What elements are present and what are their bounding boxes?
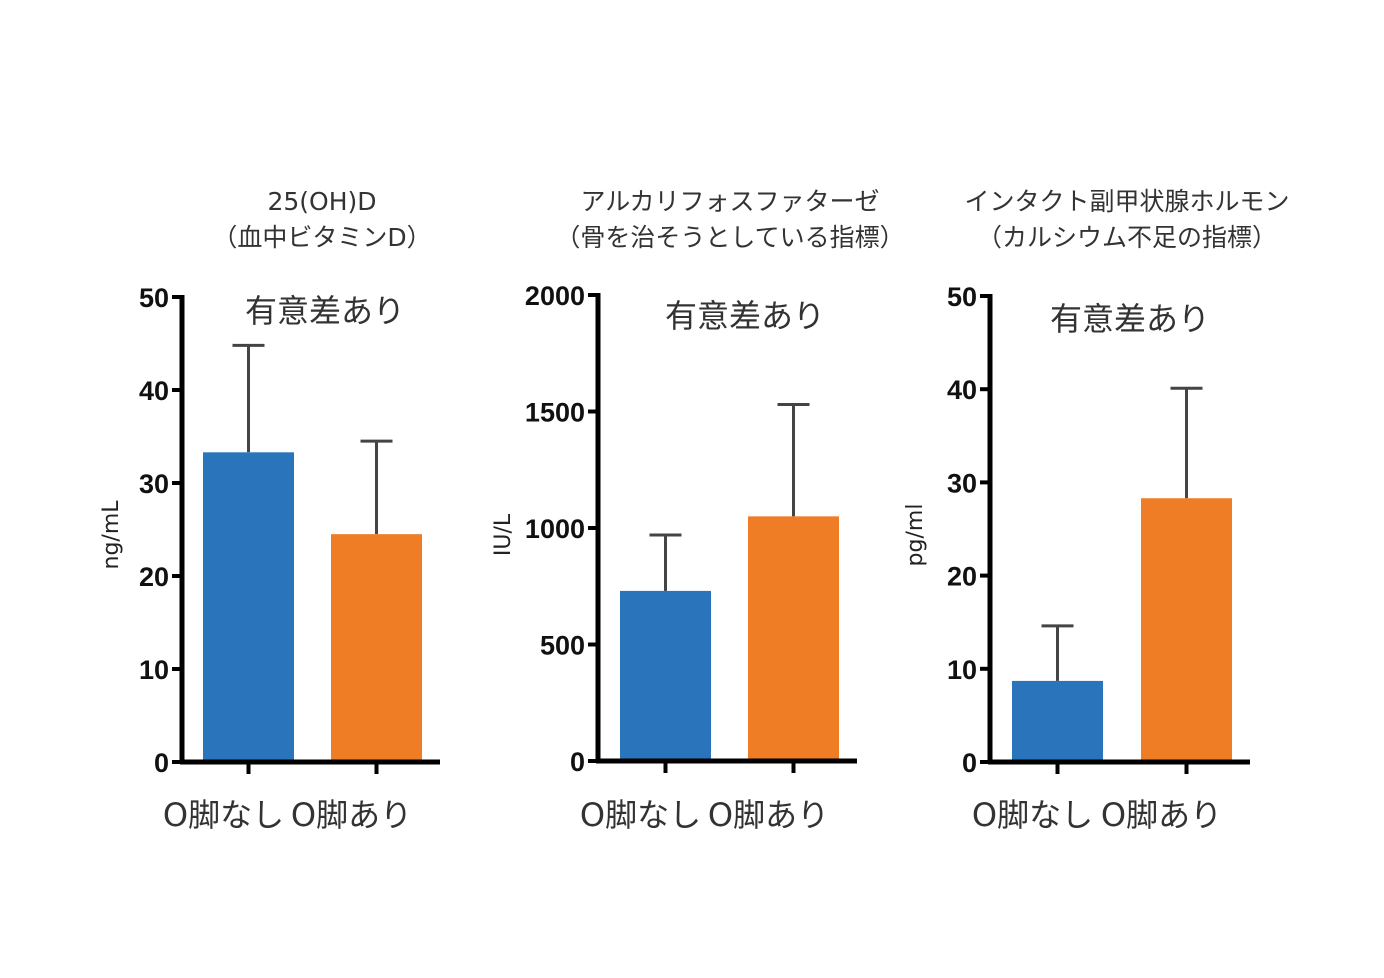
- bar-2: [1141, 498, 1232, 762]
- y-tick-label: 50: [947, 282, 977, 312]
- y-axis-label: pg/ml: [903, 504, 928, 567]
- chart-title: （骨を治そうとしている指標）: [555, 223, 904, 252]
- y-tick-label: 20: [947, 562, 977, 592]
- y-tick-label: 1500: [525, 398, 585, 428]
- chart-2: アルカリフォスファターゼ （骨を治そうとしている指標） 有意差あり IU/L O脚なし O…: [491, 187, 905, 834]
- chart-title: 25(OH)D: [267, 187, 376, 216]
- chart-title: （血中ビタミンD）: [212, 223, 431, 252]
- bar-1: [1012, 680, 1103, 762]
- y-tick-label: 30: [139, 469, 169, 499]
- y-tick-label: 50: [139, 283, 169, 313]
- significance-annotation: 有意差あり: [245, 292, 405, 330]
- y-tick-label: 0: [570, 747, 585, 777]
- significance-annotation: 有意差あり: [1050, 300, 1210, 338]
- bar-2: [331, 534, 422, 762]
- x-tick-label: O脚あり: [1101, 796, 1222, 834]
- bar-1: [620, 590, 711, 761]
- chart-3: インタクト副甲状腺ホルモン （カルシウム不足の指標） 有意差あり pg/ml O脚なし O…: [903, 187, 1290, 834]
- y-axis-label: IU/L: [491, 513, 516, 556]
- y-tick-label: 10: [947, 655, 977, 685]
- y-tick-label: 2000: [525, 281, 585, 311]
- y-tick-label: 0: [962, 748, 977, 778]
- y-tick-label: 40: [139, 376, 169, 406]
- y-tick-label: 30: [947, 468, 977, 498]
- y-tick-label: 40: [947, 375, 977, 405]
- chart-title: インタクト副甲状腺ホルモン: [964, 187, 1289, 216]
- x-tick-label: O脚なし: [163, 796, 284, 834]
- y-axis-label: ng/mL: [99, 500, 124, 570]
- x-tick-label: O脚なし: [972, 796, 1093, 834]
- x-tick-label: O脚なし: [580, 796, 701, 834]
- bar-2: [748, 516, 839, 761]
- chart-title: （カルシウム不足の指標）: [977, 223, 1277, 252]
- x-tick-label: O脚あり: [708, 796, 829, 834]
- y-tick-label: 10: [139, 655, 169, 685]
- chart-title: アルカリフォスファターゼ: [580, 187, 879, 216]
- y-tick-label: 1000: [525, 514, 585, 544]
- x-tick-label: O脚あり: [291, 796, 412, 834]
- bar-1: [203, 452, 294, 762]
- y-tick-label: 500: [540, 631, 585, 661]
- y-tick-label: 0: [154, 748, 169, 778]
- y-tick-label: 20: [139, 562, 169, 592]
- significance-annotation: 有意差あり: [665, 297, 825, 335]
- chart-1: 25(OH)D （血中ビタミンD） 有意差あり ng/mL O脚なし O脚あり 0 10 20 3…: [99, 187, 440, 834]
